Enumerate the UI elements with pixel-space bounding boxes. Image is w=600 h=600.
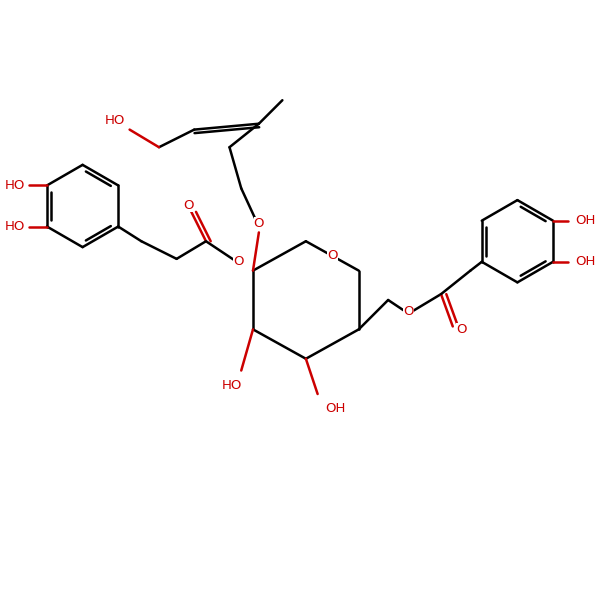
Text: O: O <box>254 217 264 230</box>
Text: O: O <box>403 305 414 318</box>
Text: HO: HO <box>4 220 25 233</box>
Text: O: O <box>457 323 467 336</box>
Text: HO: HO <box>4 179 25 192</box>
Text: O: O <box>183 199 194 212</box>
Text: HO: HO <box>222 379 242 392</box>
Text: OH: OH <box>325 402 346 415</box>
Text: O: O <box>233 256 244 268</box>
Text: HO: HO <box>105 114 125 127</box>
Text: O: O <box>327 250 338 262</box>
Text: OH: OH <box>575 256 596 268</box>
Text: OH: OH <box>575 214 596 227</box>
